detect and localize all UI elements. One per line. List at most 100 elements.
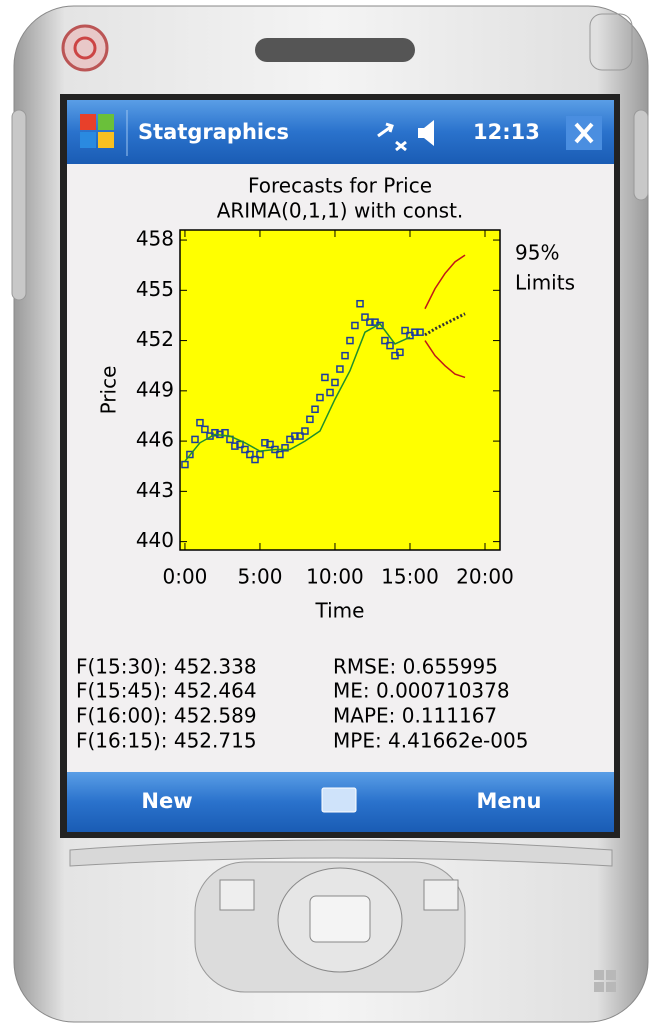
x-tick-label: 0:00 — [162, 565, 207, 589]
annotation: Limits — [515, 271, 575, 295]
action-button[interactable] — [309, 895, 371, 943]
data-point — [211, 428, 219, 437]
data-point — [326, 388, 334, 397]
data-point — [381, 336, 389, 345]
windows-logo — [594, 970, 616, 992]
x-tick-label: 10:00 — [306, 565, 364, 589]
data-point — [416, 328, 424, 336]
menu-right[interactable]: Menu — [476, 789, 541, 813]
data-point — [321, 373, 329, 382]
series-line — [424, 312, 466, 337]
data-point — [181, 460, 189, 469]
chart-title: Forecasts for Price — [248, 174, 432, 198]
clock: 12:13 — [473, 120, 540, 144]
results: F(15:30): 452.338 F(15:45): 452.464 F(16… — [76, 655, 528, 753]
data-point — [246, 450, 254, 459]
y-axis-label: Price — [97, 366, 121, 415]
data-point — [331, 378, 339, 387]
data-point — [201, 425, 209, 434]
power-icon — [73, 36, 97, 60]
series-line — [424, 340, 466, 379]
logo-part — [98, 114, 114, 130]
data-point — [396, 348, 404, 357]
data-point — [231, 442, 239, 450]
data-point — [276, 450, 284, 459]
chart-subtitle: ARIMA(0,1,1) with const. — [217, 199, 464, 223]
volume-icon[interactable] — [418, 120, 434, 146]
data-point — [251, 455, 259, 464]
data-point — [401, 326, 409, 335]
calendar-button[interactable] — [423, 879, 459, 911]
forecast-line: F(15:45): 452.464 — [76, 679, 257, 703]
forecast-line: F(16:15): 452.715 — [76, 729, 257, 753]
chart: Forecasts for Price ARIMA(0,1,1) with co… — [97, 174, 576, 623]
data-point — [241, 445, 249, 454]
data-point — [366, 318, 374, 326]
y-tick-label: 458 — [136, 227, 174, 251]
y-tick-label: 446 — [136, 428, 174, 452]
data-point — [186, 450, 194, 459]
statistic-line: MPE: 4.41662e-005 — [333, 729, 528, 753]
data-point — [191, 435, 199, 444]
x-tick-label: 20:00 — [456, 565, 514, 589]
data-point — [196, 418, 204, 427]
data-point — [306, 415, 314, 424]
data-point — [341, 351, 349, 360]
statistic-line: RMSE: 0.655995 — [333, 655, 498, 679]
power-button[interactable] — [61, 24, 109, 72]
data-point — [291, 432, 299, 440]
data-point — [261, 439, 269, 447]
data-point — [236, 440, 244, 449]
logo-part — [594, 970, 604, 980]
series-line — [424, 254, 466, 310]
statistic-line: ME: 0.000710378 — [333, 679, 510, 703]
annotation: 95% — [515, 241, 559, 265]
series-line — [184, 322, 411, 462]
x-tick-label: 5:00 — [238, 565, 283, 589]
y-tick-label: 455 — [136, 277, 174, 301]
logo-part — [80, 132, 96, 148]
data-point — [281, 444, 289, 452]
close-icon — [574, 122, 594, 144]
contacts-button[interactable] — [219, 879, 255, 911]
data-point — [351, 321, 359, 330]
data-point — [361, 313, 369, 321]
speaker — [255, 38, 415, 62]
x-axis-label: Time — [315, 599, 365, 623]
title-bar — [67, 100, 614, 164]
logo-part — [606, 970, 616, 980]
data-point — [336, 365, 344, 373]
menu-left[interactable]: New — [141, 789, 192, 813]
y-tick-label: 443 — [136, 478, 174, 502]
data-point — [301, 427, 309, 435]
y-tick-label: 440 — [136, 528, 174, 552]
side-button[interactable] — [11, 109, 27, 301]
app-title: Statgraphics — [138, 120, 289, 144]
x-tick-label: 15:00 — [381, 565, 439, 589]
y-tick-label: 449 — [136, 377, 174, 401]
data-point — [296, 432, 304, 440]
data-point — [316, 393, 324, 402]
connectivity-icon[interactable] — [377, 122, 407, 152]
data-point — [411, 328, 419, 336]
start-button[interactable] — [80, 114, 114, 148]
side-button[interactable] — [633, 109, 649, 201]
forecast-line: F(15:30): 452.338 — [76, 655, 257, 679]
stylus-slot — [589, 13, 633, 71]
logo-part — [606, 982, 616, 992]
forecast-line: F(16:00): 452.589 — [76, 704, 257, 728]
data-point — [356, 299, 364, 308]
chrome-strip — [69, 839, 613, 867]
data-point — [266, 440, 274, 449]
y-tick-label: 452 — [136, 327, 174, 351]
statistic-line: MAPE: 0.111167 — [333, 704, 497, 728]
logo-part — [594, 982, 604, 992]
keyboard-button[interactable] — [321, 787, 357, 813]
data-point — [346, 336, 354, 345]
logo-part — [80, 114, 96, 130]
data-point — [311, 405, 319, 414]
logo-part — [98, 132, 114, 148]
data-point — [386, 341, 394, 350]
